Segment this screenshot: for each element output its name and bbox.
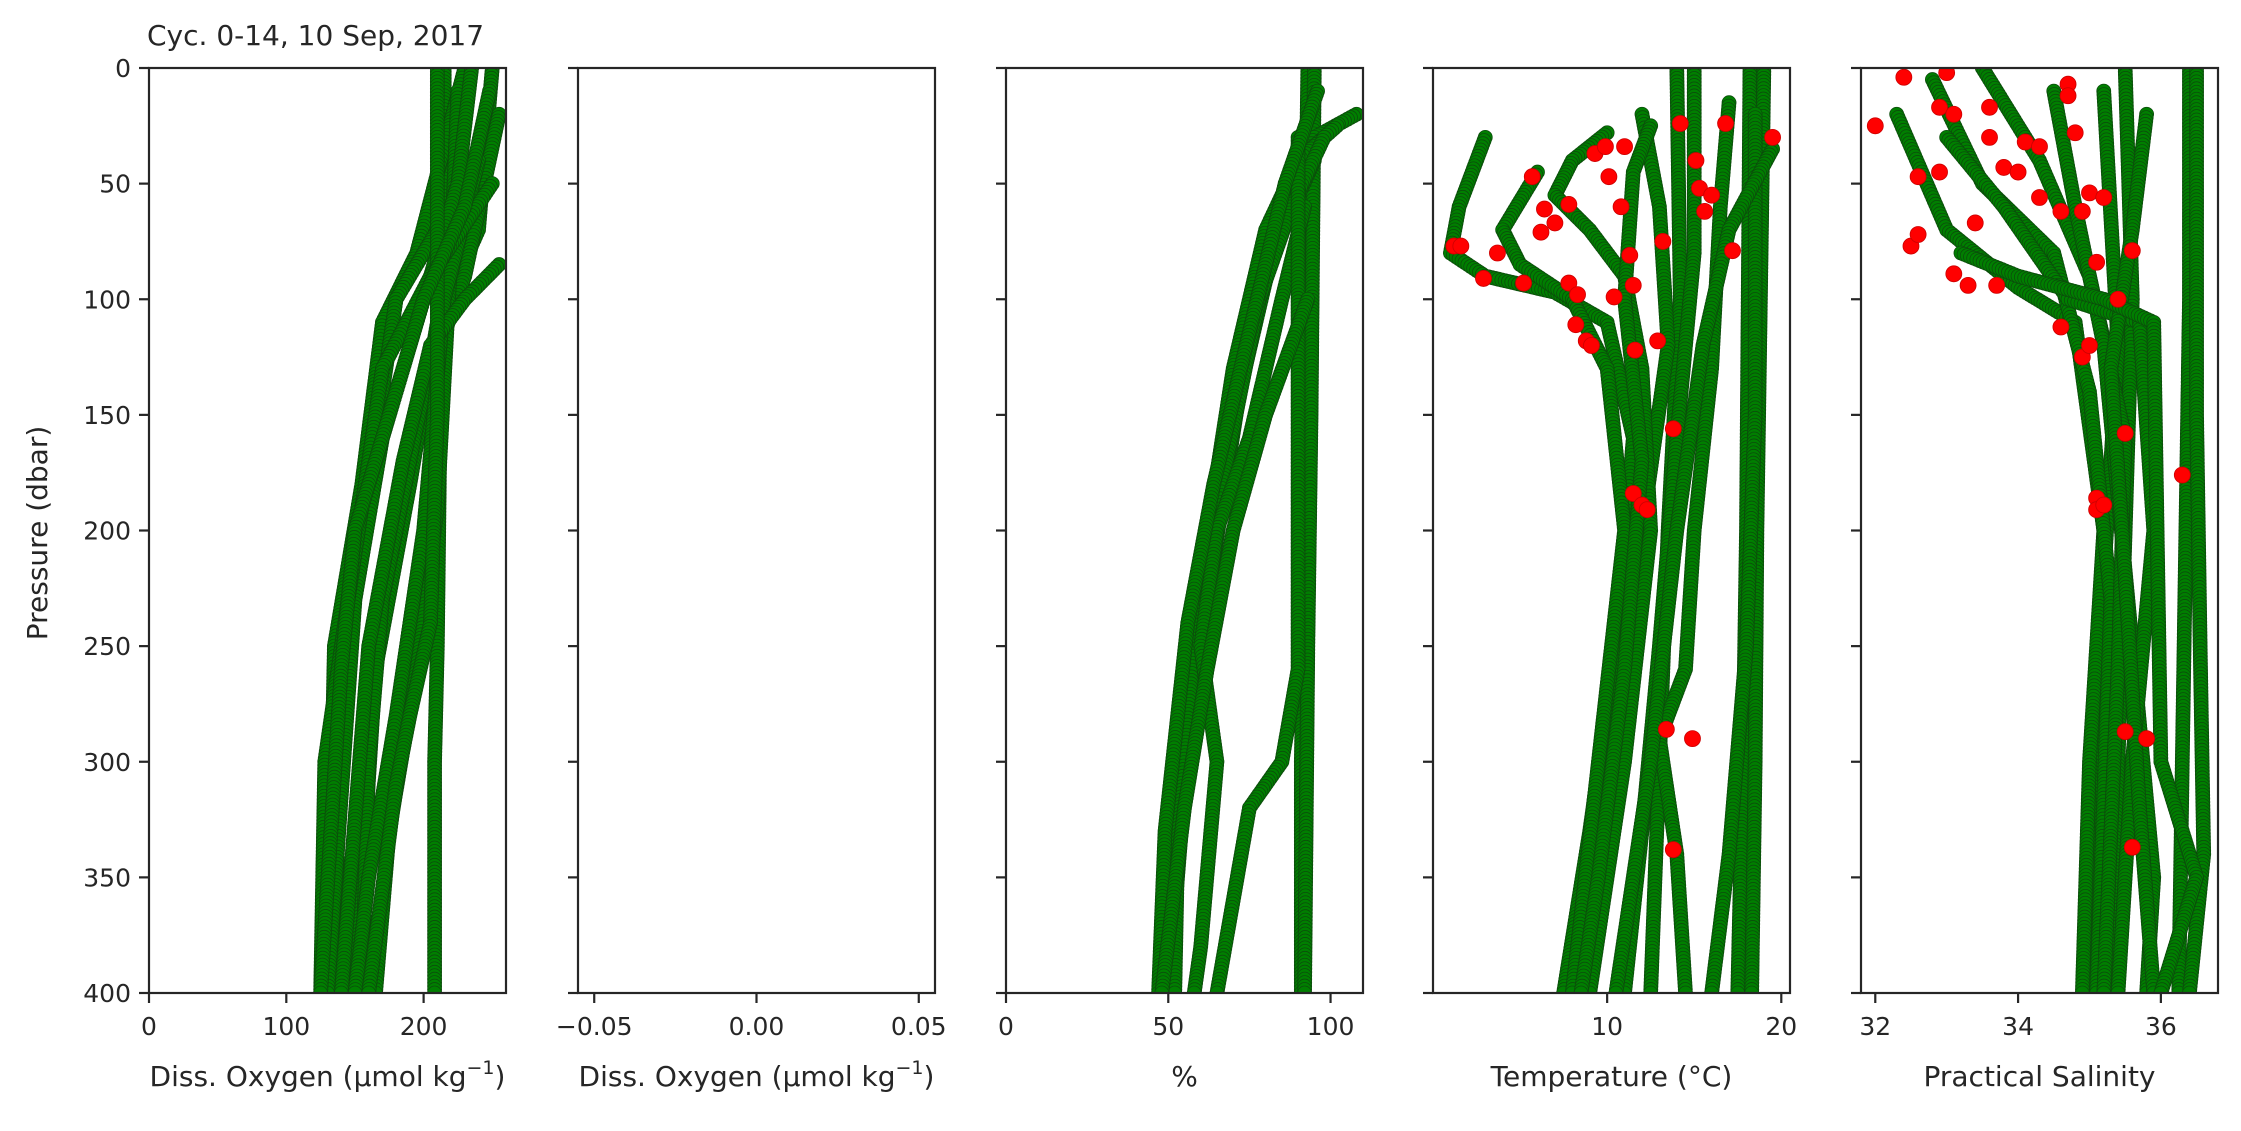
y-tick-label: 300: [83, 748, 131, 777]
x-axis-label: Diss. Oxygen (µmol kg−1): [579, 1057, 935, 1093]
y-tick-label: 200: [83, 517, 131, 546]
series-profile: [333, 257, 506, 993]
x-tick-label: 200: [400, 1012, 448, 1041]
y-axis-label: Pressure (dbar): [21, 426, 54, 641]
data-point: [313, 985, 329, 993]
figure-title: Cyc. 0-14, 10 Sep, 2017: [147, 19, 484, 52]
plot-area: [1151, 68, 1363, 993]
series-profile: [313, 83, 497, 993]
x-tick-label: −0.05: [556, 1012, 633, 1041]
subplots: 0 50 100 150 200 250 300 350 400 0 100 200 Diss. Oxy…: [83, 54, 2220, 1093]
data-point: [333, 985, 349, 993]
x-axis-label-end: ): [924, 1060, 935, 1093]
subplot-1: 0 50 100 150 200 250 300 350 400 0 100 200 Diss. Oxy…: [83, 54, 508, 1093]
y-tick-label: 150: [83, 401, 131, 430]
data-point: [347, 985, 363, 993]
x-tick-label: 0: [141, 1012, 157, 1041]
x-tick-label: 0: [998, 1012, 1014, 1041]
x-axis-label: Diss. Oxygen (µmol kg−1): [150, 1057, 506, 1093]
x-tick-label: 50: [1152, 1012, 1184, 1041]
y-tick-label: 50: [99, 170, 131, 199]
y-tick-label: 350: [83, 863, 131, 892]
data-point: [361, 985, 377, 993]
plot-area: [313, 68, 506, 993]
subplot-2: −0.05 0.00 0.05 Diss. Oxygen (µmol kg−1): [556, 66, 947, 1093]
x-tick-label: 100: [1307, 1012, 1355, 1041]
axes-frame: [576, 66, 937, 995]
data-point: [427, 985, 442, 993]
y-tick-label: 100: [83, 285, 131, 314]
y-tick-label: 0: [115, 54, 131, 83]
subplot-3: 0 50 100%: [996, 66, 1365, 1093]
axes-frame: [147, 66, 508, 995]
x-tick-label: 0.05: [891, 1012, 947, 1041]
y-tick-label: 250: [83, 632, 131, 661]
y-tick-label: 400: [83, 979, 131, 1008]
x-axis-label-end: ): [495, 1060, 506, 1093]
x-axis-label-superscript: −1: [896, 1057, 924, 1079]
x-tick-label: 100: [262, 1012, 310, 1041]
x-axis-label-text: Diss. Oxygen (µmol kg: [579, 1060, 896, 1093]
series-profile: [361, 68, 445, 993]
x-tick-label: 0.00: [729, 1012, 785, 1041]
x-axis-label-text: Diss. Oxygen (µmol kg: [150, 1060, 467, 1093]
x-axis-label-superscript: −1: [467, 1057, 495, 1079]
